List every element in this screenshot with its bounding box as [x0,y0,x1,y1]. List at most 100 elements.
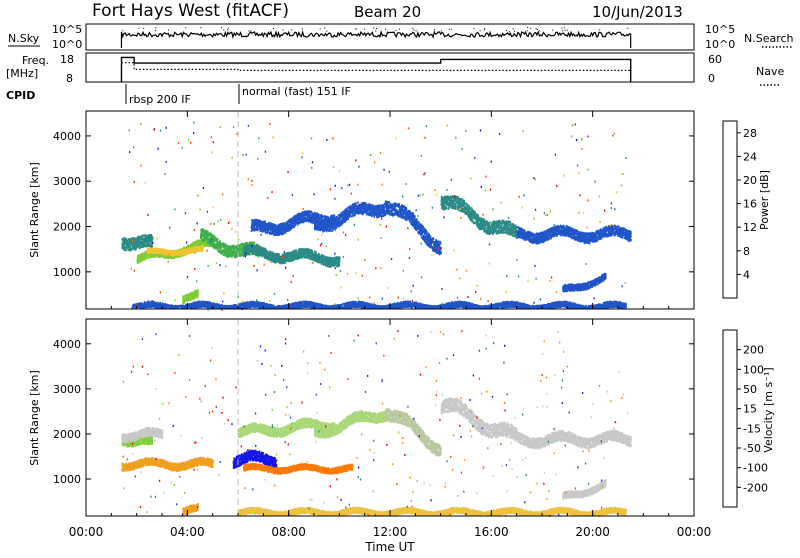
nsky-point [122,30,123,31]
data-cell [357,202,359,204]
nave-top-tick: 60 [708,53,722,66]
nsky-point [484,29,485,30]
data-cell [339,261,341,263]
freq-label: Freq. [22,54,49,67]
nsky-point [375,31,376,32]
data-cell [295,250,297,252]
beam-label: Beam 20 [354,3,421,21]
nsky-point [273,28,274,29]
data-cell [130,246,132,248]
nsky-label: N.Sky [8,32,40,45]
data-cell [339,257,341,259]
nsky-point [599,29,600,30]
nsky-point [441,30,442,31]
data-cell [148,241,150,243]
nsky-trace [121,27,630,48]
data-cell [151,239,153,241]
nsky-point [223,30,224,31]
nsky-point [250,31,251,32]
nsky-point [537,29,538,30]
data-cell [234,248,236,250]
nave-label: Nave [756,65,784,78]
data-cell [231,256,233,258]
nsky-top-tick: 10^5 [52,23,82,36]
nsky-point [364,29,365,30]
data-cell [336,227,338,229]
freq-top-tick: 18 [60,53,74,66]
nsky-point [474,28,475,29]
data-cell [204,240,206,242]
data-cell [305,217,307,219]
nsky-point [527,30,528,31]
nave-line [122,63,631,71]
nsky-point [564,27,565,28]
nsky-point [434,31,435,32]
station-title: Fort Hays West (fitACF) [92,1,289,21]
date-label: 10/Jun/2013 [592,3,683,21]
data-cell [125,249,127,251]
nave-bottom-tick: 0 [708,72,715,85]
nsky-point [416,30,417,31]
data-cell [339,264,341,266]
nsky-point [376,28,377,29]
nsky-point [451,29,452,30]
cpid-segment-1: rbsp 200 IF [129,93,191,106]
cpid-segment-2: normal (fast) 151 IF [242,85,351,98]
nsky-point [155,30,156,31]
nsky-point [552,30,553,31]
nsky-point [227,29,228,30]
nsky-point [228,28,229,29]
nsky-point [200,27,201,28]
nsky-point [283,29,284,30]
nsky-point [320,28,321,29]
nsky-point [396,30,397,31]
cpid-label: CPID [6,89,35,102]
nsky-point [480,30,481,31]
nsky-point [506,30,507,31]
nsky-line [121,32,630,48]
nsky-point [561,28,562,29]
nsky-point [484,28,485,29]
nsky-point [449,29,450,30]
freq-line [121,57,630,82]
nsky-point [539,30,540,31]
data-cell [217,238,219,240]
nsky-point [565,30,566,31]
nsky-point [143,28,144,29]
nsky-point [221,27,222,28]
nsky-point [385,29,386,30]
nsky-point [514,31,515,32]
nsky-right-bottom-tick: 10^0 [705,38,735,51]
nsky-point [248,30,249,31]
nsky-bottom-tick: 10^0 [52,38,82,51]
nsky-point [527,27,528,28]
nsearch-label: N.Search [744,32,794,45]
nsky-point [412,28,413,29]
data-cell [322,216,324,218]
freq-unit: [MHz] [6,67,38,80]
data-cell [202,245,204,247]
data-cell [219,241,221,243]
nsky-point [324,28,325,29]
data-cell [354,214,356,216]
data-cell [227,256,229,258]
nsky-point [155,27,156,28]
freq-trace [121,57,630,82]
data-cell [151,236,153,238]
nsky-point [567,30,568,31]
nsky-point [627,28,628,29]
nsky-point [138,28,139,29]
nsky-point [356,29,357,30]
data-cell [275,224,277,226]
nsky-right-top-tick: 10^5 [705,23,735,36]
nsky-point [536,28,537,29]
nsky-point [509,31,510,32]
nsky-point [373,28,374,29]
freq-bottom-tick: 8 [66,72,73,85]
data-cell [202,228,204,230]
power-heatmap [122,111,632,311]
data-cell [254,242,256,244]
nsky-point [185,27,186,28]
